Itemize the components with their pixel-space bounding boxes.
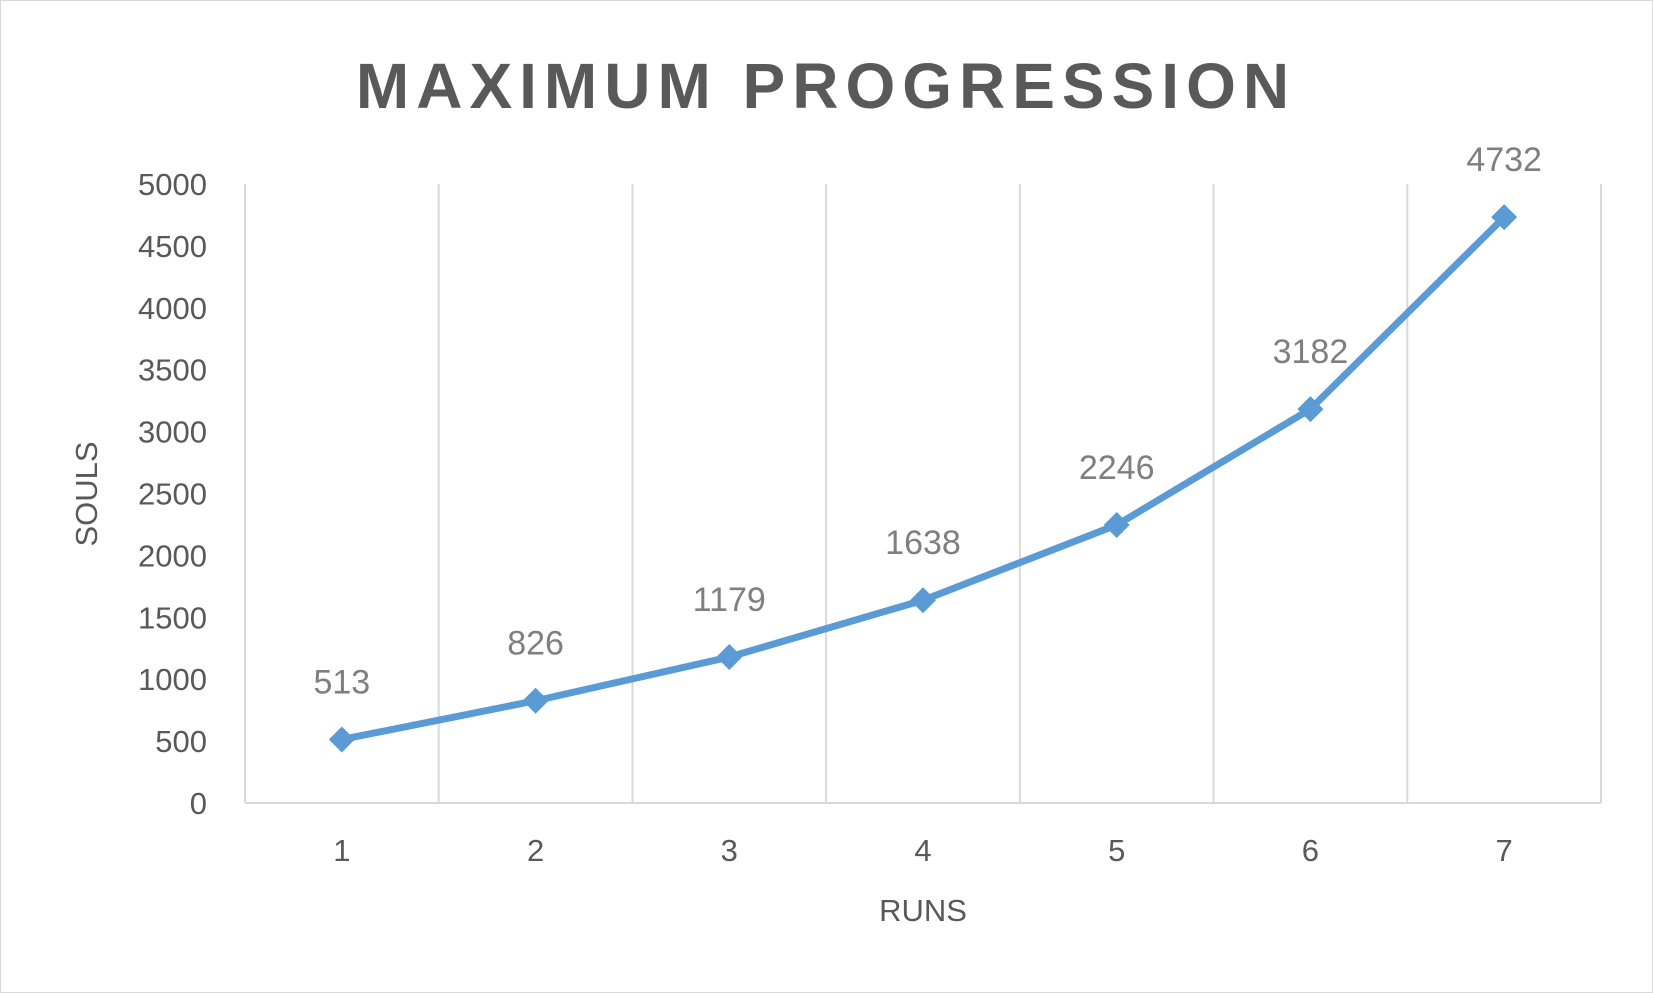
x-tick-label: 6 — [1302, 833, 1319, 868]
x-tick-label: 2 — [527, 833, 544, 868]
y-tick-label: 0 — [190, 786, 207, 821]
data-label: 1638 — [885, 524, 961, 562]
data-label: 1179 — [693, 581, 766, 619]
y-tick-label: 4000 — [138, 291, 207, 326]
data-point-marker — [716, 644, 743, 671]
y-tick-label: 3500 — [138, 353, 207, 388]
data-point-marker — [910, 587, 936, 614]
data-label: 513 — [313, 663, 370, 701]
y-tick-label: 2500 — [138, 477, 207, 512]
series-layer — [328, 204, 1518, 753]
x-axis-title: RUNS — [879, 893, 967, 928]
y-tick-label: 3000 — [138, 415, 207, 450]
x-tick-label: 4 — [914, 833, 931, 868]
y-tick-label: 4500 — [138, 229, 207, 264]
data-point-marker — [1491, 204, 1518, 231]
chart-title: MAXIMUM PROGRESSION — [356, 50, 1296, 122]
data-label: 826 — [507, 625, 564, 663]
y-axis-title: SOULS — [69, 441, 104, 546]
y-tick-label: 5000 — [138, 167, 207, 202]
y-tick-label: 500 — [155, 724, 207, 759]
y-tick-label: 1500 — [138, 600, 207, 635]
data-label: 3182 — [1273, 333, 1349, 371]
grid-layer — [244, 184, 1602, 804]
y-axis-ticks: 0 500 1000 1500 2000 2500 3000 3500 4000 4500 5000 — [138, 167, 207, 821]
data-label: 4732 — [1466, 141, 1542, 179]
data-point-marker — [1297, 396, 1324, 423]
data-labels: 513 826 1179 1638 2246 3182 4732 — [313, 141, 1541, 701]
data-point-marker — [522, 687, 549, 714]
x-tick-label: 3 — [721, 833, 738, 868]
y-tick-label: 2000 — [138, 538, 207, 573]
x-tick-label: 1 — [333, 833, 350, 868]
data-label: 2246 — [1079, 449, 1155, 487]
y-tick-label: 1000 — [138, 662, 207, 697]
data-point-marker — [1103, 511, 1130, 538]
x-axis-ticks: 1 2 3 4 5 6 7 — [333, 833, 1513, 868]
x-tick-label: 5 — [1108, 833, 1125, 868]
data-point-marker — [328, 726, 355, 753]
x-tick-label: 7 — [1496, 833, 1513, 868]
